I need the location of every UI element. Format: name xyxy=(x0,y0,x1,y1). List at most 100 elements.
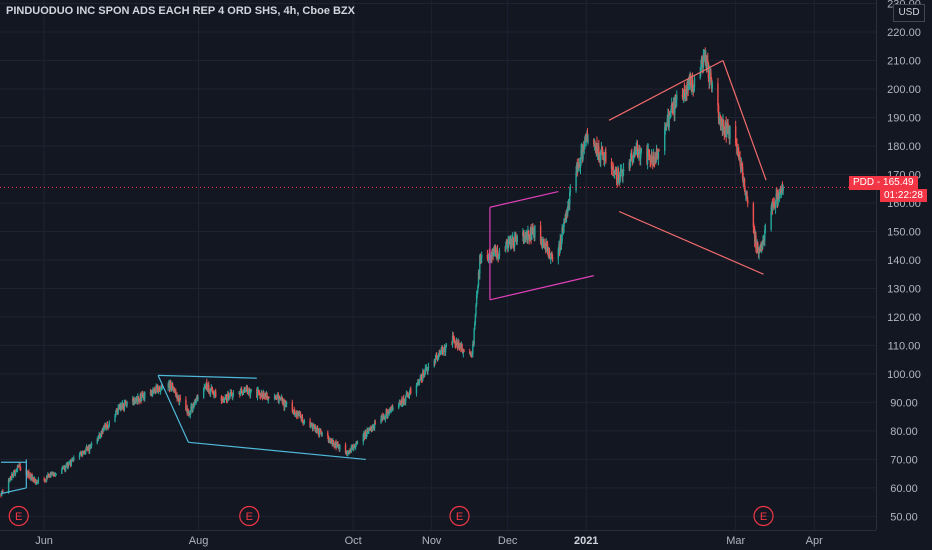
candle-body xyxy=(365,432,367,437)
candle-body xyxy=(693,87,695,91)
candle-body xyxy=(444,347,447,352)
candle-body xyxy=(97,439,99,441)
candle-body xyxy=(242,392,244,394)
candle-body xyxy=(476,290,478,295)
candle-body xyxy=(123,403,126,409)
candle-body xyxy=(506,242,508,245)
candle-body xyxy=(690,77,692,83)
time-axis-label: Aug xyxy=(189,535,209,547)
candle-body xyxy=(774,200,777,208)
candle-body xyxy=(496,250,499,256)
candle-body xyxy=(193,404,195,407)
candle-body xyxy=(528,234,530,240)
candle-body xyxy=(440,349,442,352)
candle-body xyxy=(480,258,482,262)
candle-body xyxy=(727,123,729,135)
candle-body xyxy=(648,154,651,158)
candle-body xyxy=(725,122,727,138)
candle-body xyxy=(232,394,234,397)
candle-body xyxy=(684,89,686,97)
candle-body xyxy=(242,389,245,393)
candle-body xyxy=(410,389,412,394)
candle-body xyxy=(755,235,757,249)
candle-body xyxy=(408,393,411,396)
candle-body xyxy=(79,453,81,455)
candle-body xyxy=(421,380,423,382)
earnings-marker xyxy=(8,505,29,527)
candle-body xyxy=(762,240,764,246)
candle-body xyxy=(631,153,633,161)
candle-body xyxy=(268,396,270,399)
axis-corner[interactable] xyxy=(876,530,932,550)
candle-body xyxy=(527,230,529,240)
candle-body xyxy=(740,163,743,171)
candle-body xyxy=(122,403,124,409)
bar-countdown: 01:22:28 xyxy=(880,189,927,202)
candle-body xyxy=(213,393,216,395)
candle-body xyxy=(649,157,651,162)
candle-body xyxy=(617,171,620,179)
candle-body xyxy=(144,391,146,399)
candle-body xyxy=(19,463,21,468)
candle-body xyxy=(154,389,156,391)
candle-body xyxy=(674,97,676,114)
candle-body xyxy=(453,339,456,342)
candle-body xyxy=(14,471,17,474)
price-axis-label: 200.00 xyxy=(887,84,921,96)
candle-body xyxy=(443,348,445,353)
candle-body xyxy=(320,430,322,433)
candle-body xyxy=(583,146,585,150)
price-axis-label: 220.00 xyxy=(887,27,921,39)
candle-body xyxy=(461,344,463,352)
candle-body xyxy=(739,157,741,164)
candle-body xyxy=(333,442,335,447)
candle-body xyxy=(250,389,252,392)
candle-body xyxy=(615,168,618,181)
candle-body xyxy=(472,343,474,354)
candle-body xyxy=(34,478,36,482)
candle-body xyxy=(387,411,389,418)
candle-body xyxy=(189,410,192,416)
candle-body xyxy=(683,89,685,99)
candle-body xyxy=(717,105,720,120)
candle-body xyxy=(292,409,295,414)
candle-body xyxy=(734,126,737,144)
candle-body xyxy=(86,446,88,449)
candle-body xyxy=(473,329,475,345)
candle-body xyxy=(240,389,243,394)
candle-body xyxy=(102,426,105,432)
candle-body xyxy=(318,430,321,435)
candle-body xyxy=(106,424,109,427)
candle-body xyxy=(151,392,154,396)
candle-body xyxy=(48,475,50,477)
candle-body xyxy=(197,397,199,400)
candle-body xyxy=(385,411,387,416)
candle-body xyxy=(551,257,554,259)
candle-body xyxy=(753,227,755,229)
candle-body xyxy=(675,100,677,106)
candle-body xyxy=(539,225,542,243)
candle-body xyxy=(471,353,473,356)
candle-body xyxy=(513,245,515,247)
price-axis-label: 180.00 xyxy=(887,141,921,153)
candle-body xyxy=(132,398,135,404)
candle-body xyxy=(186,407,188,414)
candle-body xyxy=(669,112,672,116)
candle-body xyxy=(632,158,634,162)
candle-body xyxy=(351,446,354,449)
candle-body xyxy=(684,94,687,97)
candle-body xyxy=(285,402,288,405)
candle-body xyxy=(561,227,563,241)
candle-body xyxy=(586,133,589,141)
candle-body xyxy=(507,241,509,249)
candle-body xyxy=(354,447,356,449)
currency-badge[interactable]: USD xyxy=(893,4,925,22)
price-axis-label: 110.00 xyxy=(888,340,921,352)
candle-body xyxy=(513,237,516,247)
candle-body xyxy=(362,434,364,443)
candle-body xyxy=(738,151,740,159)
candle-body xyxy=(104,424,107,427)
candle-body xyxy=(78,454,81,458)
candle-body xyxy=(366,429,368,436)
